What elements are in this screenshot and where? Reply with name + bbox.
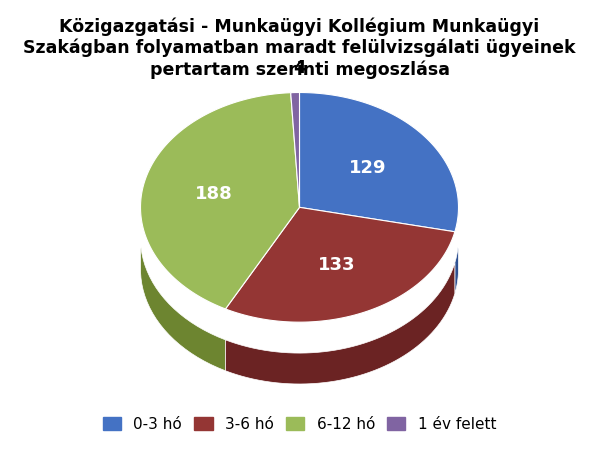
- Text: 129: 129: [349, 159, 386, 177]
- Polygon shape: [141, 93, 300, 309]
- Text: Közigazgatási - Munkaügyi Kollégium Munkaügyi
Szakágban folyamatban maradt felül: Közigazgatási - Munkaügyi Kollégium Munk…: [23, 18, 576, 79]
- Text: 4: 4: [294, 59, 305, 77]
- Polygon shape: [225, 207, 455, 322]
- Text: 133: 133: [317, 256, 355, 274]
- Polygon shape: [141, 241, 225, 371]
- Polygon shape: [455, 242, 458, 293]
- Polygon shape: [291, 93, 300, 207]
- Text: 188: 188: [195, 185, 233, 203]
- Legend: 0-3 hó, 3-6 hó, 6-12 hó, 1 év felett: 0-3 hó, 3-6 hó, 6-12 hó, 1 év felett: [96, 411, 503, 438]
- Polygon shape: [225, 263, 455, 384]
- Polygon shape: [300, 93, 458, 232]
